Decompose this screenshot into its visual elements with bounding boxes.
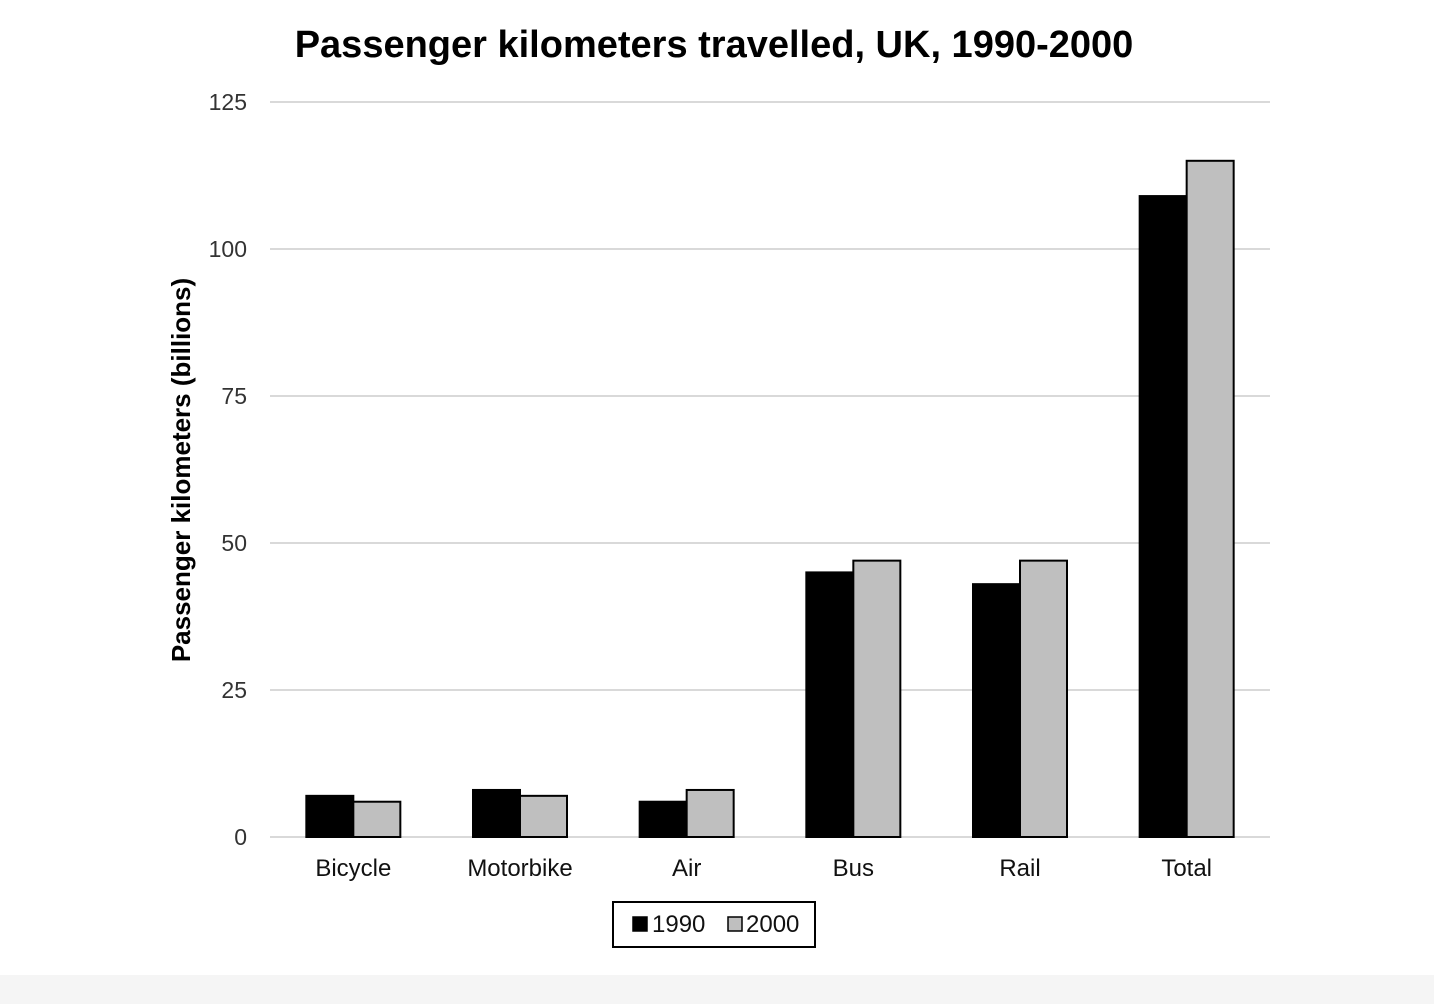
- legend-swatch-1990: [632, 916, 648, 932]
- bar-total-2000: [1185, 159, 1235, 839]
- y-tick-label: 0: [234, 824, 247, 850]
- y-tick-label: 25: [221, 677, 247, 703]
- bar-rail-1990: [972, 583, 1021, 838]
- bar-motorbike-2000: [519, 794, 568, 839]
- y-tick-label: 125: [209, 89, 247, 115]
- legend-swatch-2000: [727, 916, 743, 932]
- y-tick-label: 75: [221, 383, 247, 409]
- page-bottom-strip: [0, 975, 1434, 1004]
- y-axis-ticks: 0 25 50 75 100 125: [209, 89, 247, 850]
- bar-air-2000: [685, 788, 735, 839]
- legend: 1990 2000: [612, 901, 816, 948]
- bar-motorbike-1990: [472, 788, 521, 839]
- bars: [305, 159, 1235, 839]
- x-category-label: Air: [672, 855, 701, 882]
- bar-bus-1990: [805, 571, 855, 839]
- x-axis-categories: Bicycle Motorbike Air Bus Rail Total: [315, 855, 1212, 882]
- bar-total-1990: [1138, 195, 1188, 838]
- bar-bicycle-2000: [352, 800, 402, 838]
- gridlines: [270, 101, 1270, 838]
- x-category-label: Bicycle: [315, 855, 391, 882]
- x-category-label: Bus: [833, 855, 874, 882]
- bar-rail-2000: [1019, 559, 1068, 838]
- chart-title: Passenger kilometers travelled, UK, 1990…: [295, 24, 1134, 66]
- x-category-label: Rail: [999, 855, 1040, 882]
- y-axis-label: Passenger kilometers (billions): [166, 278, 196, 662]
- x-category-label: Motorbike: [467, 855, 572, 882]
- x-category-label: Total: [1161, 855, 1212, 882]
- bar-bicycle-1990: [305, 794, 355, 839]
- legend-label-1990: 1990: [652, 911, 705, 938]
- y-tick-label: 50: [221, 530, 247, 556]
- legend-label-2000: 2000: [746, 911, 799, 938]
- bar-air-1990: [638, 800, 688, 838]
- bar-bus-2000: [852, 559, 902, 838]
- y-tick-label: 100: [209, 236, 247, 262]
